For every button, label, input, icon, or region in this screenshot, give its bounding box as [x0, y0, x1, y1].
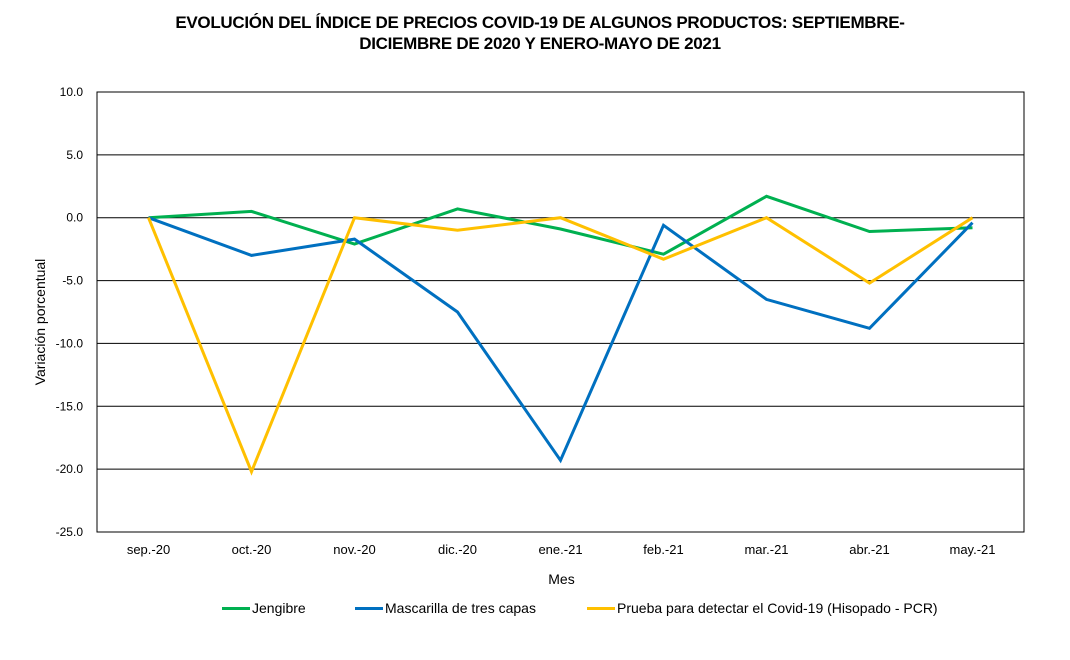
plot-area-frame: [96, 91, 1025, 533]
chart-title-line-1: EVOLUCIÓN DEL ÍNDICE DE PRECIOS COVID-19…: [175, 13, 905, 32]
x-axis-ticks: sep.-20 oct.-20 nov.-20 dic.-20 ene.-21 feb.-…: [127, 542, 996, 557]
x-tick-label: oct.-20: [232, 542, 272, 557]
chart-title-line-2: DICIEMBRE DE 2020 Y ENERO-MAYO DE 2021: [359, 34, 721, 53]
legend-swatch-jengibre: [222, 606, 250, 610]
y-tick-label: -25.0: [56, 525, 84, 539]
x-tick-label: ene.-21: [538, 542, 582, 557]
legend-item-prueba-pcr: Prueba para detectar el Covid-19 (Hisopa…: [587, 600, 938, 616]
x-tick-label: mar.-21: [744, 542, 788, 557]
series-line-2: [147, 216, 974, 476]
y-tick-label: -10.0: [56, 336, 84, 350]
y-tick-label: 0.0: [66, 211, 83, 225]
x-tick-label: may.-21: [950, 542, 996, 557]
legend-label: Jengibre: [252, 600, 306, 616]
series-lines: [147, 194, 974, 476]
x-tick-label: abr.-21: [849, 542, 889, 557]
legend-label: Mascarilla de tres capas: [385, 600, 536, 616]
chart-title: EVOLUCIÓN DEL ÍNDICE DE PRECIOS COVID-19…: [60, 12, 1020, 54]
legend-label: Prueba para detectar el Covid-19 (Hisopa…: [617, 600, 938, 616]
legend-item-mascarilla: Mascarilla de tres capas: [355, 600, 536, 616]
y-axis-ticks: 10.0 5.0 0.0 -5.0 -10.0 -15.0 -20.0 -25.0: [56, 85, 84, 539]
x-tick-label: sep.-20: [127, 542, 170, 557]
y-axis-label: Variación porcentual: [32, 259, 48, 386]
x-tick-label: feb.-21: [643, 542, 683, 557]
x-axis-label: Mes: [548, 571, 574, 587]
y-tick-label: 10.0: [60, 85, 84, 99]
legend-swatch-prueba-pcr: [587, 606, 615, 610]
legend: Jengibre Mascarilla de tres capas Prueba…: [0, 600, 1070, 620]
series-line-0: [148, 194, 973, 256]
y-tick-label: 5.0: [66, 148, 83, 162]
x-tick-label: nov.-20: [333, 542, 375, 557]
legend-swatch-mascarilla: [355, 606, 383, 610]
y-tick-label: -15.0: [56, 399, 84, 413]
y-tick-label: -20.0: [56, 462, 84, 476]
y-tick-label: -5.0: [62, 274, 83, 288]
legend-item-jengibre: Jengibre: [222, 600, 306, 616]
series-line-1: [147, 216, 974, 464]
x-tick-label: dic.-20: [438, 542, 477, 557]
